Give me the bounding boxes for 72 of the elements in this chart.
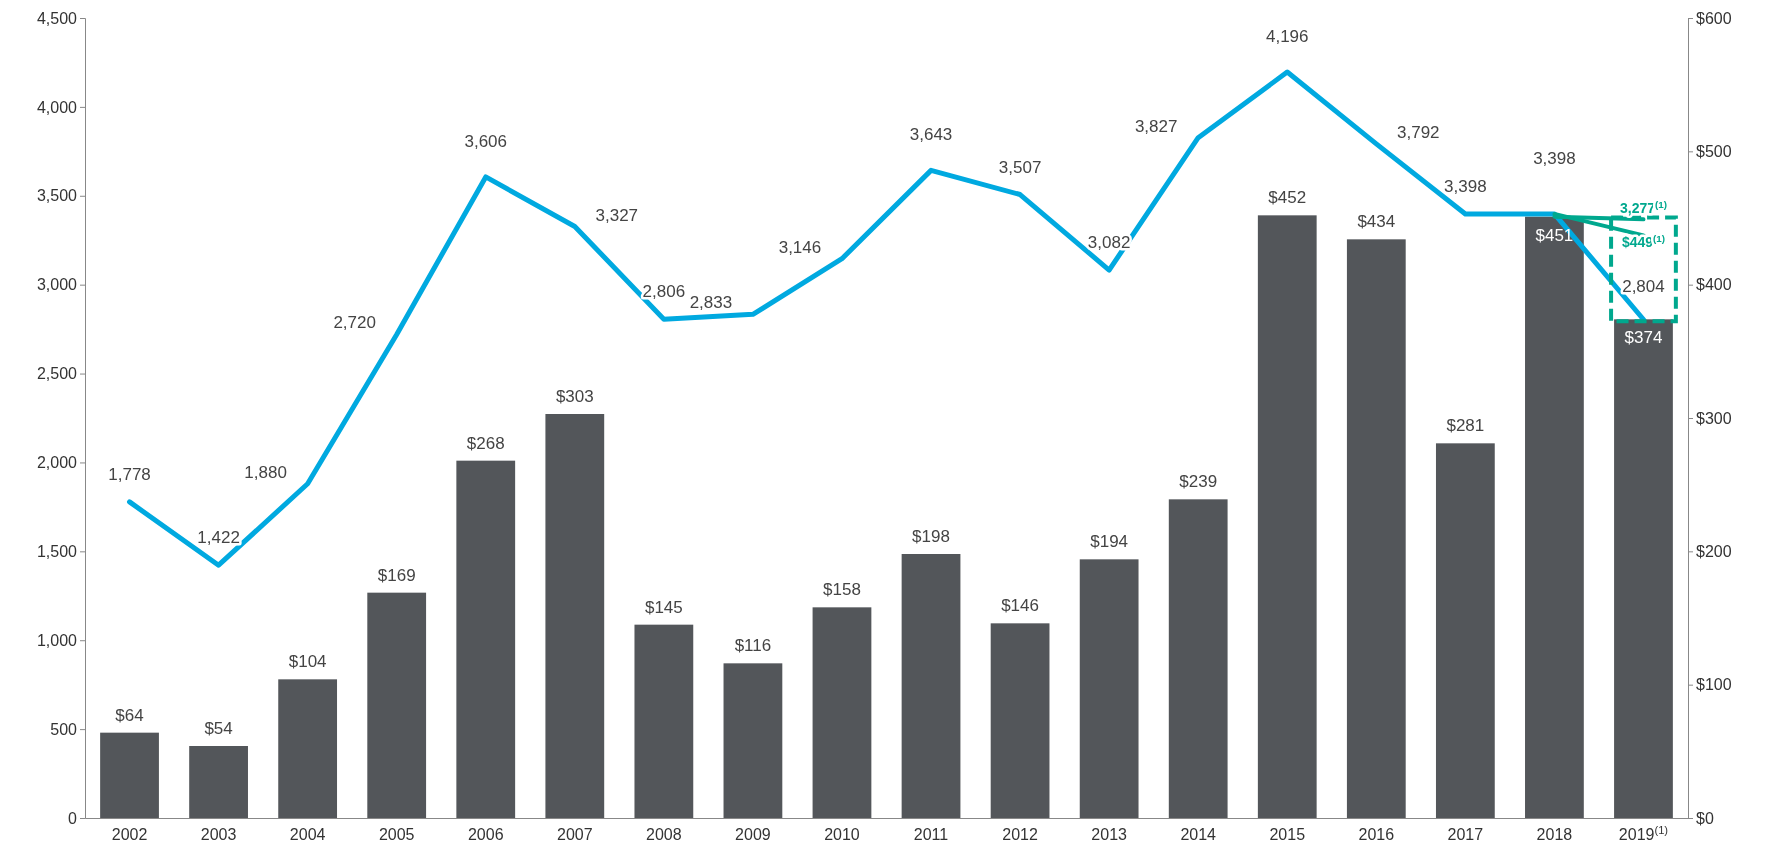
y2-tick-label: $100 <box>1696 676 1732 694</box>
data-label: $145 <box>644 597 683 617</box>
x-tick-label: 2003 <box>200 826 237 843</box>
data-label: 2,833 <box>689 293 733 313</box>
x-tick-label: 2017 <box>1447 826 1484 843</box>
x-tick-label: 2011 <box>913 826 949 843</box>
data-label: 3,827 <box>1134 116 1178 136</box>
data-label: 1,778 <box>108 464 151 484</box>
y2-tick-label: $600 <box>1696 9 1732 27</box>
data-label: $54 <box>204 719 233 738</box>
y2-tick-label: $400 <box>1696 276 1732 294</box>
y-tick-label: 1,500 <box>36 542 78 560</box>
data-label: $158 <box>823 580 861 600</box>
y-tick-label: 4,500 <box>36 9 78 27</box>
data-label: $451 <box>1535 225 1574 245</box>
data-label: 3,277$^{(1)}$ <box>1619 198 1667 217</box>
data-label: 3,398 <box>1444 176 1487 196</box>
y-tick-label: 2,500 <box>36 365 78 383</box>
data-label: 1,880 <box>244 462 287 482</box>
data-label: $452 <box>1268 188 1307 208</box>
data-label: $449$^{(1)}$ <box>1621 232 1666 251</box>
y-tick-label: 4,000 <box>36 98 78 116</box>
x-tick-label: 2013 <box>1091 826 1128 843</box>
data-label: 3,327 <box>595 205 639 225</box>
y-tick-label: 500 <box>50 720 78 738</box>
data-label: $268 <box>466 433 505 453</box>
data-label: $434 <box>1357 212 1396 232</box>
data-label: 4,196 <box>1265 27 1309 47</box>
x-tick-label: 2008 <box>646 826 682 843</box>
y2-tick-label: $300 <box>1696 409 1732 427</box>
data-label: 2,804 <box>1622 276 1665 296</box>
y2-tick-label: $200 <box>1696 542 1732 560</box>
x-tick-label: 2002 <box>111 826 148 843</box>
y2-tick-label: $500 <box>1696 142 1732 160</box>
data-label: 3,792 <box>1397 122 1440 142</box>
x-tick-label: 2015 <box>1269 826 1306 843</box>
x-tick-label: 2019$^{(1)}$ <box>1618 824 1669 843</box>
data-label: 3,643 <box>909 125 953 145</box>
x-tick-label: 2018 <box>1536 826 1573 843</box>
y-tick-label: 2,000 <box>36 454 78 472</box>
x-tick-label: 2016 <box>1358 826 1395 843</box>
y2-tick-label: $0 <box>1696 809 1714 827</box>
data-label: 3,606 <box>464 131 508 151</box>
y-tick-label: 1,000 <box>36 631 78 649</box>
x-tick-label: 2007 <box>557 826 593 843</box>
data-label: 3,146 <box>778 237 822 257</box>
data-label: $116 <box>734 636 772 656</box>
data-label: 1,422 <box>197 528 240 548</box>
data-label: $239 <box>1179 472 1218 492</box>
x-tick-label: 2010 <box>824 826 860 843</box>
data-label: $104 <box>288 652 327 672</box>
y-tick-label: 3,000 <box>36 276 78 294</box>
data-label: 2,720 <box>333 313 376 333</box>
x-tick-label: 2009 <box>735 826 771 843</box>
data-label: $146 <box>1001 596 1039 616</box>
data-label: $281 <box>1446 416 1485 436</box>
y-tick-label: 3,500 <box>36 187 78 205</box>
data-label: $169 <box>377 565 416 585</box>
data-label: $198 <box>912 527 950 546</box>
data-label: $64 <box>115 705 144 725</box>
x-tick-label: 2014 <box>1180 826 1217 843</box>
data-label: 2,806 <box>642 282 686 302</box>
x-tick-label: 2005 <box>378 826 415 843</box>
x-tick-label: 2012 <box>1002 826 1038 843</box>
x-tick-label: 2006 <box>467 826 504 843</box>
data-label: 3,398 <box>1533 148 1576 168</box>
y-tick-label: 0 <box>68 809 78 827</box>
data-label: $303 <box>555 387 594 406</box>
data-label: 3,507 <box>998 157 1042 177</box>
data-label: $194 <box>1090 532 1129 552</box>
x-tick-label: 2004 <box>289 826 326 843</box>
data-label: $374 <box>1624 328 1663 348</box>
